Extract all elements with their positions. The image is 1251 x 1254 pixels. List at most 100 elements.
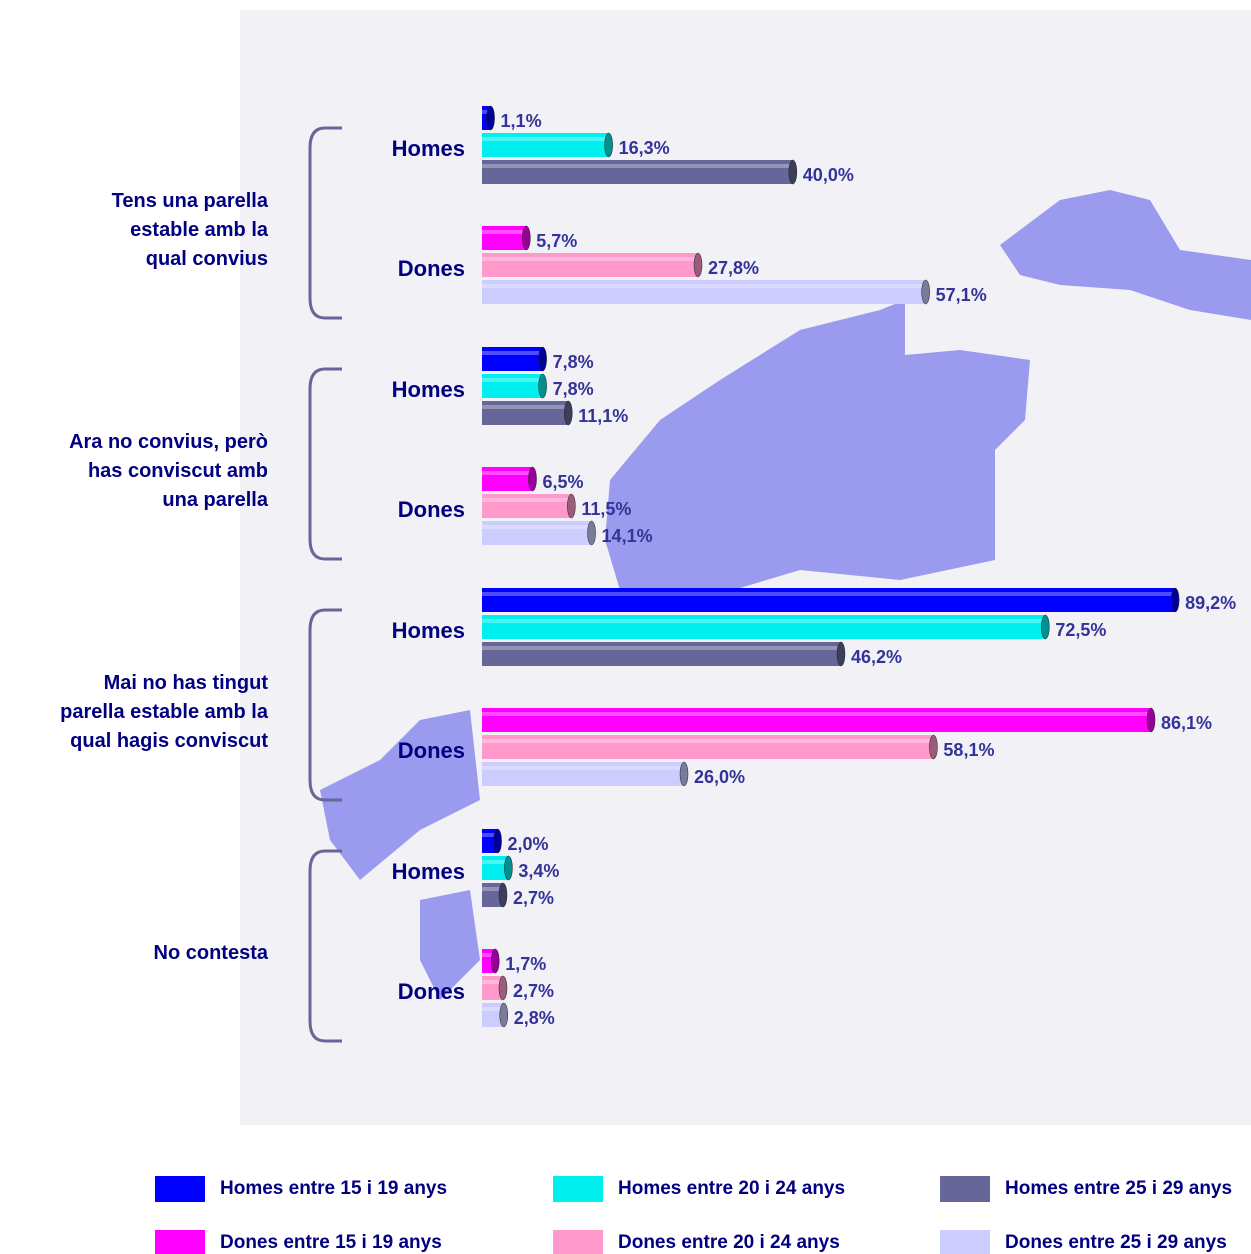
value-label: 1,1% [501, 111, 542, 131]
category-line: has conviscut amb [88, 460, 268, 482]
category-label: Tens una parella estable amb la qual convi… [112, 190, 269, 270]
value-label: 11,1% [578, 406, 628, 426]
category-line: Tens una parella [112, 190, 269, 212]
bar [482, 588, 1176, 612]
category-line: Ara no convius, però [69, 431, 268, 453]
bar-cap [1170, 587, 1180, 613]
value-label: 57,1% [936, 285, 987, 305]
bar-highlight [482, 887, 503, 891]
bar-highlight [482, 110, 491, 114]
bar-highlight [482, 592, 1176, 596]
bar [482, 160, 793, 184]
bar [482, 347, 543, 371]
value-label: 16,3% [619, 138, 670, 158]
value-label: 2,7% [513, 888, 554, 908]
category-line: una parella [162, 489, 268, 511]
subgroup-label: Dones [398, 497, 465, 522]
value-label: 86,1% [1161, 713, 1212, 733]
map-background [240, 10, 1251, 1125]
category-line: estable amb la [130, 219, 269, 241]
subgroup-label: Dones [398, 979, 465, 1004]
bar [482, 883, 503, 907]
bar-cap [921, 279, 930, 305]
subgroup-label: Homes [392, 377, 465, 402]
category-line: qual convius [146, 248, 268, 270]
bar-cap [490, 948, 500, 974]
bar [482, 106, 491, 130]
bar-highlight [482, 833, 498, 837]
value-label: 2,7% [513, 981, 554, 1001]
bar [482, 642, 841, 666]
category-label: Ara no convius, però has conviscut amb una… [69, 431, 269, 511]
bar [482, 829, 498, 853]
bar-cap [528, 466, 537, 492]
bar-cap [504, 855, 513, 881]
bar-cap [486, 105, 495, 131]
bar-cap [498, 882, 508, 908]
bar-cap [1146, 707, 1156, 733]
subgroup-label: Dones [398, 738, 465, 763]
bar [482, 226, 527, 250]
subgroup-label: Dones [398, 256, 465, 281]
bar-cap [522, 225, 531, 251]
value-label: 46,2% [851, 647, 902, 667]
bar [482, 253, 699, 277]
bar-highlight [482, 619, 1046, 623]
legend-label: Dones entre 20 i 24 anys [618, 1232, 840, 1253]
value-label: 1,7% [505, 954, 546, 974]
bar-highlight [482, 257, 699, 261]
bar-cap [587, 520, 596, 546]
bar-highlight [482, 739, 934, 743]
bar [482, 856, 509, 880]
bar-highlight [482, 953, 496, 957]
value-label: 2,0% [508, 834, 549, 854]
bar [482, 976, 503, 1000]
value-label: 7,8% [553, 352, 594, 372]
value-label: 26,0% [694, 767, 745, 787]
bar-cap [538, 346, 547, 372]
legend-label: Dones entre 25 i 29 anys [1005, 1232, 1227, 1253]
bar-highlight [482, 405, 569, 409]
legend-swatch [155, 1230, 205, 1254]
brace [308, 126, 342, 320]
subgroup-label: Homes [392, 618, 465, 643]
bar-cap [836, 641, 846, 667]
category-line: No contesta [154, 942, 269, 964]
bar-cap [693, 252, 703, 278]
bar [482, 133, 609, 157]
value-label: 7,8% [553, 379, 594, 399]
legend-label: Homes entre 25 i 29 anys [1005, 1178, 1232, 1199]
category-label: Mai no has tingut parella estable amb la q… [60, 672, 269, 752]
brace [308, 849, 342, 1043]
bar-cap [567, 493, 576, 519]
value-label: 14,1% [602, 526, 653, 546]
legend-swatch [155, 1176, 205, 1202]
value-label: 6,5% [543, 472, 584, 492]
bar [482, 401, 569, 425]
value-label: 3,4% [518, 861, 559, 881]
bar [482, 1003, 504, 1027]
bar-highlight [482, 860, 509, 864]
legend-swatch [553, 1230, 603, 1254]
value-label: 11,5% [581, 499, 631, 519]
legend-swatch [940, 1230, 990, 1254]
bar-highlight [482, 1007, 504, 1011]
bar-cap [493, 828, 502, 854]
bar [482, 735, 934, 759]
bar-highlight [482, 766, 685, 770]
value-label: 40,0% [803, 165, 854, 185]
bar-highlight [482, 525, 592, 529]
category-line: qual hagis conviscut [70, 730, 268, 752]
bar-highlight [482, 230, 527, 234]
bar [482, 374, 543, 398]
bar-highlight [482, 137, 609, 141]
bar-highlight [482, 980, 503, 984]
subgroup-label: Homes [392, 136, 465, 161]
bar-highlight [482, 498, 572, 502]
bar-cap [1041, 614, 1050, 640]
bar [482, 467, 533, 491]
bar [482, 615, 1046, 639]
bar-highlight [482, 164, 793, 168]
